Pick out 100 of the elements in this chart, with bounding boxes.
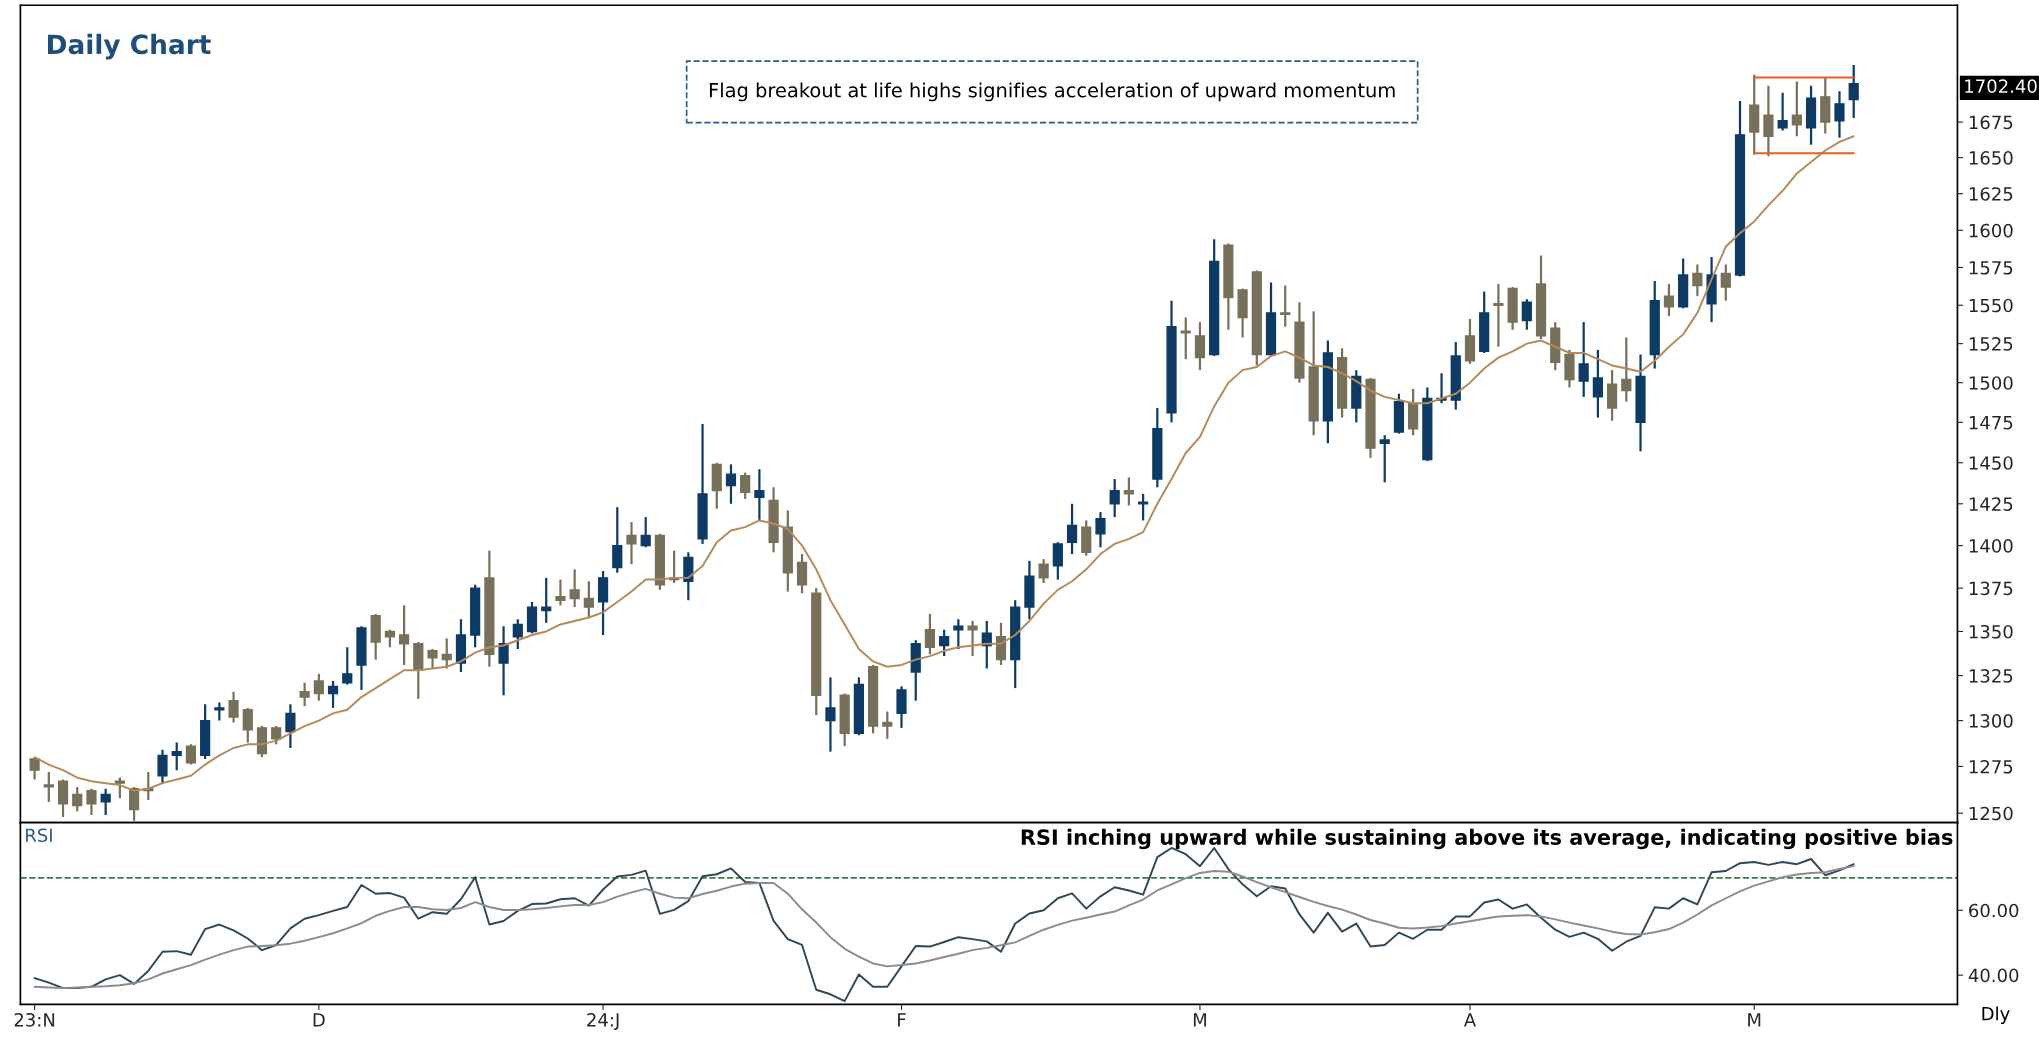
- candlestick: [1720, 263, 1731, 302]
- y-tick-label: 1425: [1969, 497, 2013, 511]
- candlestick: [1109, 477, 1120, 519]
- y-tick-label: 1275: [1969, 759, 2013, 774]
- candlestick: [271, 724, 282, 746]
- x-tick-label: A: [1463, 1013, 1477, 1027]
- candlestick: [939, 628, 950, 658]
- candlestick: [114, 776, 125, 800]
- candlestick: [967, 619, 978, 658]
- candlestick: [1848, 63, 1859, 119]
- candlestick: [1095, 510, 1106, 549]
- candlestick: [555, 578, 566, 607]
- y-tick-label: 1550: [1969, 298, 2013, 313]
- x-tick-label: 24:J: [587, 1012, 619, 1030]
- candlestick: [569, 568, 580, 609]
- candlestick: [1138, 492, 1149, 522]
- candlestick: [399, 604, 410, 667]
- y-tick-label: 1475: [1969, 416, 2013, 430]
- y-tick-label: 1575: [1969, 261, 2013, 275]
- candlestick: [541, 576, 552, 624]
- candlestick: [171, 741, 182, 772]
- candlestick: [185, 743, 197, 766]
- candlestick: [1763, 84, 1774, 158]
- y-tick-label: 1450: [1969, 456, 2013, 470]
- candlestick: [924, 612, 936, 656]
- candlestick: [740, 471, 751, 500]
- candlestick: [1578, 320, 1589, 398]
- x-tick-label: M: [1193, 1013, 1206, 1027]
- candlestick: [1621, 336, 1632, 403]
- candlestick: [1493, 282, 1504, 348]
- text: Daily Chart: [48, 33, 211, 60]
- chart-title: RSI: [26, 828, 52, 843]
- x-tick-label: 23:N: [14, 1012, 55, 1027]
- y-tick-label: 1300: [1969, 714, 2013, 728]
- candlestick: [128, 785, 140, 822]
- candlestick: [1280, 284, 1291, 328]
- candlestick: [1123, 476, 1135, 507]
- candlestick: [640, 515, 651, 549]
- candlestick: [612, 506, 623, 574]
- candlestick: [1194, 320, 1206, 372]
- candlestick: [43, 770, 54, 804]
- y-tick-label: 1675: [1969, 115, 2013, 130]
- candlestick: [583, 580, 594, 619]
- candlestick: [342, 646, 353, 686]
- y-tick-label: 1525: [1969, 337, 2013, 351]
- annotation: Flag breakout at life highs signifies acceleration of upward momentum: [709, 82, 1395, 102]
- candlestick: [796, 552, 808, 595]
- candlestick: [285, 703, 296, 750]
- candlestick: [1692, 263, 1703, 298]
- candlestick: [512, 618, 523, 651]
- candlestick: [1606, 369, 1618, 422]
- x-tick-label: M: [1748, 1013, 1761, 1027]
- y-tick-label: 1650: [1969, 151, 2013, 165]
- candlestick: [725, 463, 737, 505]
- candlestick: [1379, 434, 1390, 484]
- y-tick-label: 1250: [1969, 806, 2013, 821]
- y-tick-label: 1350: [1969, 624, 2013, 639]
- annotation: RSI inching upward while sustaining above its average, indicating positive bias: [1021, 828, 1953, 850]
- text: Dly: [1982, 1006, 2010, 1024]
- candlestick: [1521, 298, 1532, 331]
- x-tick-label: F: [898, 1013, 906, 1027]
- candlestick: [29, 756, 40, 781]
- candlestick: [157, 748, 168, 785]
- candlestick: [1777, 91, 1788, 132]
- candlestick: [896, 685, 907, 729]
- candlestick: [1834, 90, 1845, 139]
- candlestick: [57, 778, 69, 819]
- candlestick: [1052, 541, 1063, 581]
- candlestick: [86, 787, 97, 817]
- candlestick: [1791, 80, 1802, 138]
- candlestick: [1592, 348, 1603, 419]
- candlestick: [1180, 316, 1191, 361]
- candlestick: [825, 676, 836, 753]
- candlestick: [754, 468, 765, 522]
- candlestick: [441, 637, 452, 670]
- candlestick: [427, 647, 438, 670]
- y-tick-label: 1325: [1969, 669, 2013, 683]
- candlestick: [72, 785, 83, 813]
- y-tick-label: 60.00: [1969, 903, 2019, 918]
- candlestick: [1038, 558, 1049, 585]
- candlestick: [498, 625, 509, 697]
- candlestick: [299, 681, 310, 708]
- candlestick: [1663, 282, 1675, 318]
- candlestick: [100, 787, 111, 817]
- candlestick: [1066, 502, 1078, 556]
- y-tick-label: 1625: [1969, 187, 2013, 201]
- line-series: [33, 865, 1855, 990]
- y-tick-label: 1600: [1969, 223, 2013, 238]
- y-tick-label: 1400: [1969, 539, 2013, 553]
- text: 1702.40: [1965, 79, 2037, 94]
- candlestick: [327, 679, 339, 710]
- candlestick: [228, 690, 239, 724]
- y-tick-label: 1375: [1969, 581, 2013, 596]
- candlestick: [313, 672, 324, 702]
- candlestick: [626, 520, 637, 566]
- y-tick-label: 40.00: [1968, 968, 2019, 983]
- candlestick: [242, 706, 253, 744]
- x-tick-label: D: [313, 1013, 325, 1027]
- y-tick-label: 1500: [1969, 376, 2013, 390]
- candlestick: [214, 701, 225, 722]
